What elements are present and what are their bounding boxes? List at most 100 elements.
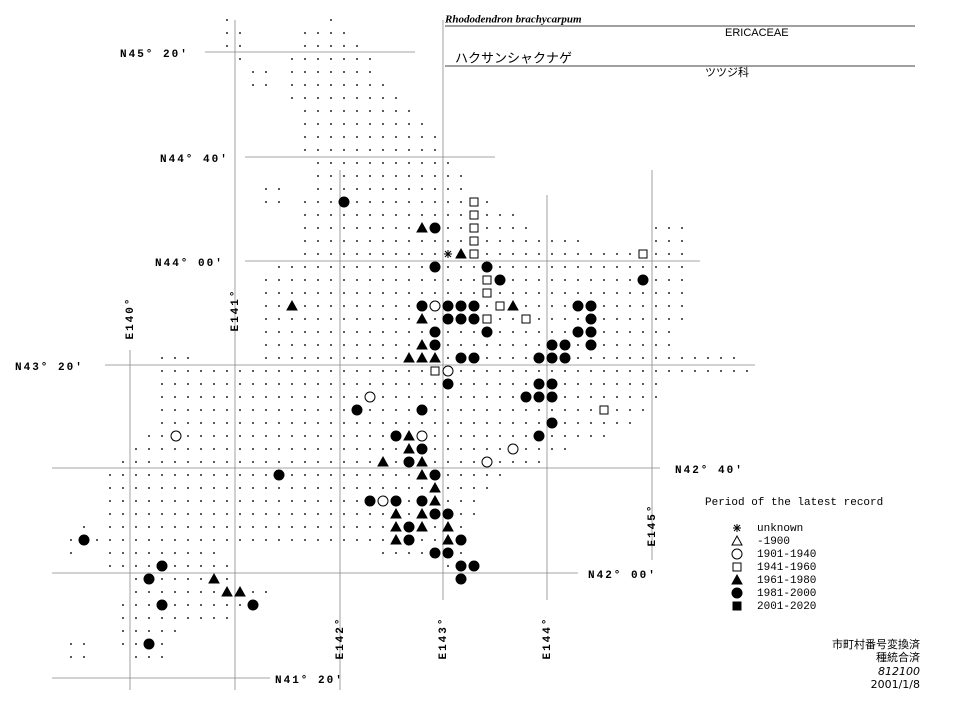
symbol-circle xyxy=(533,391,545,403)
grid-dot xyxy=(187,435,189,437)
grid-dot xyxy=(603,266,605,268)
grid-dot xyxy=(603,344,605,346)
grid-dot xyxy=(122,461,124,463)
grid-dot xyxy=(525,435,527,437)
grid-dot xyxy=(525,279,527,281)
grid-dot xyxy=(421,149,423,151)
grid-dot xyxy=(369,487,371,489)
grid-dot xyxy=(317,448,319,450)
grid-dot xyxy=(187,396,189,398)
symbol-circle-open xyxy=(481,456,493,468)
grid-dot xyxy=(252,539,254,541)
grid-dot xyxy=(668,344,670,346)
grid-dot xyxy=(200,617,202,619)
grid-dot xyxy=(278,344,280,346)
grid-dot xyxy=(512,318,514,320)
grid-dot xyxy=(434,253,436,255)
grid-dot xyxy=(512,227,514,229)
grid-dot xyxy=(291,279,293,281)
symbol-circle xyxy=(455,313,467,325)
grid-dot xyxy=(122,552,124,554)
grid-dot xyxy=(564,305,566,307)
grid-dot xyxy=(447,487,449,489)
footer-line: 2001/1/8 xyxy=(871,678,920,691)
grid-dot xyxy=(135,617,137,619)
grid-dot xyxy=(681,253,683,255)
grid-dot xyxy=(447,357,449,359)
grid-dot xyxy=(343,357,345,359)
grid-dot xyxy=(135,526,137,528)
grid-dot xyxy=(200,487,202,489)
grid-dot xyxy=(655,292,657,294)
grid-dot xyxy=(343,175,345,177)
grid-dot xyxy=(629,279,631,281)
grid-dot xyxy=(122,487,124,489)
grid-dot xyxy=(343,305,345,307)
grid-dot xyxy=(525,461,527,463)
grid-dot xyxy=(382,149,384,151)
grid-dot xyxy=(252,435,254,437)
latitude-label: N42° 40′ xyxy=(675,465,744,477)
grid-dot xyxy=(174,422,176,424)
symbol-circle xyxy=(273,469,285,481)
grid-dot xyxy=(343,279,345,281)
grid-dot xyxy=(135,448,137,450)
grid-dot xyxy=(512,422,514,424)
grid-dot xyxy=(382,448,384,450)
grid-dot xyxy=(473,279,475,281)
grid-dot xyxy=(395,409,397,411)
grid-dot xyxy=(356,227,358,229)
grid-dot xyxy=(421,240,423,242)
grid-dot xyxy=(187,461,189,463)
grid-dot xyxy=(356,188,358,190)
grid-dot xyxy=(395,110,397,112)
grid-dot xyxy=(343,448,345,450)
grid-dot xyxy=(486,409,488,411)
grid-dot xyxy=(395,422,397,424)
grid-dot xyxy=(564,396,566,398)
grid-dot xyxy=(538,318,540,320)
grid-dot xyxy=(603,253,605,255)
grid-dot xyxy=(200,578,202,580)
grid-dot xyxy=(603,422,605,424)
grid-dot xyxy=(369,58,371,60)
symbol-circle-open xyxy=(377,495,389,507)
grid-dot xyxy=(343,253,345,255)
grid-dot xyxy=(317,227,319,229)
grid-dot xyxy=(317,344,319,346)
symbol-circle xyxy=(468,560,480,572)
grid-dot xyxy=(694,370,696,372)
symbol-circle xyxy=(416,443,428,455)
grid-dot xyxy=(239,409,241,411)
grid-dot xyxy=(213,552,215,554)
grid-dot xyxy=(161,526,163,528)
longitude-label: E142° xyxy=(335,616,347,659)
grid-dot xyxy=(486,253,488,255)
grid-dot xyxy=(330,110,332,112)
grid-dot xyxy=(200,422,202,424)
grid-dot xyxy=(408,318,410,320)
grid-dot xyxy=(265,71,267,73)
grid-dot xyxy=(655,227,657,229)
symbol-circle xyxy=(559,352,571,364)
symbol-triangle xyxy=(455,247,467,259)
grid-dot xyxy=(421,214,423,216)
grid-dot xyxy=(304,318,306,320)
grid-dot xyxy=(369,227,371,229)
grid-dot xyxy=(135,461,137,463)
grid-dot xyxy=(642,292,644,294)
grid-dot xyxy=(356,279,358,281)
grid-dot xyxy=(395,188,397,190)
grid-dot xyxy=(200,435,202,437)
grid-dot xyxy=(317,331,319,333)
grid-dot xyxy=(655,396,657,398)
symbol-triangle xyxy=(286,299,298,311)
grid-dot xyxy=(473,396,475,398)
grid-dot xyxy=(356,305,358,307)
grid-dot xyxy=(265,591,267,593)
grid-dot xyxy=(135,656,137,658)
symbol-circle xyxy=(533,378,545,390)
grid-dot xyxy=(317,266,319,268)
grid-dot xyxy=(356,45,358,47)
grid-dot xyxy=(369,240,371,242)
